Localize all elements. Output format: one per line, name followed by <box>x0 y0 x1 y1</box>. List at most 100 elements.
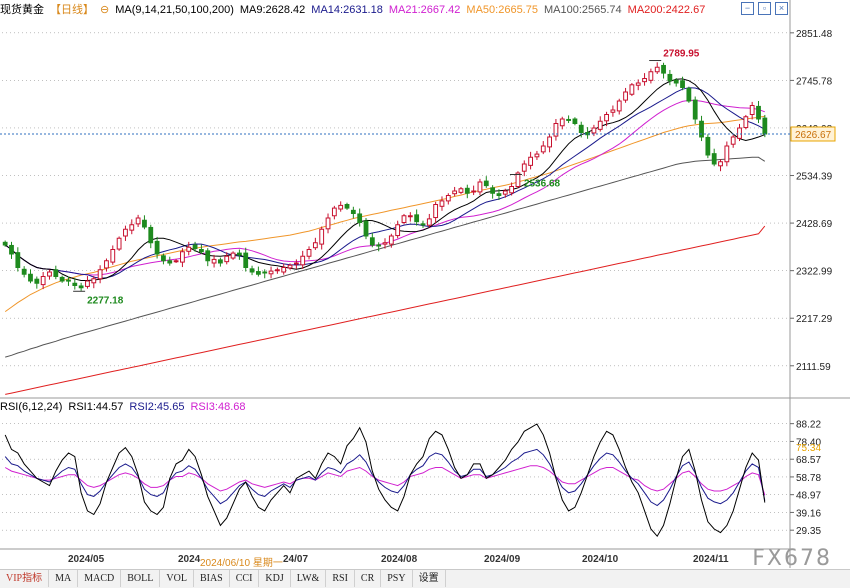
toolbar-settings[interactable]: 设置 <box>413 570 446 587</box>
candle-up <box>654 66 660 73</box>
candle-up <box>559 118 565 127</box>
candle-up <box>395 224 401 237</box>
ma14-line <box>4 87 766 279</box>
price-tick-label: 2534.39 <box>796 172 833 183</box>
candle-up <box>445 195 451 202</box>
candle-up <box>129 224 135 231</box>
candle-down <box>59 276 65 282</box>
candle-down <box>357 213 363 223</box>
candle-up <box>319 228 325 245</box>
ma14-value: MA14:2631.18 <box>311 4 383 16</box>
ma-params: MA(9,14,21,50,100,200) <box>115 4 234 16</box>
candle-up <box>211 258 217 264</box>
chart-header: 现货黄金 【日线】 ⊖ MA(9,14,21,50,100,200) MA9:2628.… <box>0 0 790 20</box>
ma9-line <box>4 78 765 281</box>
restore-icon[interactable]: ▫ <box>758 2 771 15</box>
candle-up <box>338 204 344 210</box>
candle-down <box>464 187 470 194</box>
rsi-tick-label: 68.57 <box>796 455 821 466</box>
candle-up <box>477 181 483 193</box>
toolbar-cci[interactable]: CCI <box>230 570 260 587</box>
toolbar-psy[interactable]: PSY <box>381 570 413 587</box>
candle-down <box>692 99 698 120</box>
ma200-line <box>5 225 766 395</box>
candle-up <box>97 269 103 280</box>
candle-up <box>604 114 609 122</box>
candle-down <box>363 220 369 237</box>
rsi-tick-label: 88.22 <box>796 420 821 431</box>
minimize-icon[interactable]: − <box>741 2 754 15</box>
toolbar-vip[interactable]: VIP指标 <box>0 570 50 587</box>
current-price-box <box>790 126 836 142</box>
price-tick-label: 2851.48 <box>796 29 833 40</box>
toolbar-macd[interactable]: MACD <box>78 570 122 587</box>
toolbar-boll[interactable]: BOLL <box>121 570 161 587</box>
candle-up <box>547 136 552 148</box>
lock-icon[interactable]: ⊖ <box>100 4 110 16</box>
x-label-oct: 2024/10 <box>582 554 619 565</box>
rsi-tick-label: 39.16 <box>796 508 821 519</box>
candle-up <box>40 276 46 286</box>
candle-down <box>243 252 249 269</box>
candle-up <box>230 252 236 259</box>
candle-down <box>9 244 14 255</box>
candle-up <box>85 280 90 287</box>
candle-down <box>566 118 571 121</box>
candle-up <box>135 217 141 225</box>
ma200-value: MA200:2422.67 <box>627 4 706 16</box>
ma21-value: MA21:2667.42 <box>388 4 461 16</box>
price-tick-label: 2217.29 <box>796 314 833 325</box>
candle-up <box>597 120 603 130</box>
candle-up <box>407 215 413 218</box>
candle-down <box>490 187 496 194</box>
toolbar-bias[interactable]: BIAS <box>194 570 230 587</box>
candle-down <box>711 153 717 165</box>
candle-up <box>110 249 116 263</box>
x-label-jun-crosshair: 2024/06/10 星期一 <box>200 558 283 569</box>
x-label-may: 2024/05 <box>68 554 105 565</box>
ma9-value: MA9:2628.42 <box>239 4 306 16</box>
candle-down <box>262 271 268 274</box>
candle-up <box>642 78 647 83</box>
candle-up <box>401 215 407 223</box>
candle-up <box>730 136 736 145</box>
candle-up <box>534 153 540 158</box>
candle-down <box>2 241 8 246</box>
candle-up <box>433 204 439 219</box>
candle-down <box>572 118 578 124</box>
x-label-aug: 2024/08 <box>381 554 418 565</box>
candle-down <box>78 285 84 289</box>
candle-up <box>737 127 742 139</box>
candle-up <box>281 267 287 273</box>
instrument-title: 现货黄金 <box>0 4 44 16</box>
candle-down <box>661 64 666 74</box>
toolbar-rsi[interactable]: RSI <box>326 570 355 587</box>
candle-up <box>439 200 445 207</box>
candle-up <box>610 109 616 113</box>
candle-up <box>452 190 458 195</box>
price-tick-label: 2745.78 <box>796 76 833 87</box>
candle-down <box>699 120 704 138</box>
candle-up <box>471 190 477 193</box>
candle-up <box>458 188 464 193</box>
rsi1-value: RSI1:44.57 <box>68 401 124 413</box>
candle-up <box>287 264 293 269</box>
candle-down <box>673 79 679 84</box>
period-label[interactable]: 【日线】 <box>50 4 94 16</box>
rsi-tick-label: 58.78 <box>796 473 821 484</box>
x-label-jul: 24/07 <box>283 554 309 565</box>
candle-down <box>192 244 198 250</box>
price-tick-label: 2428.69 <box>796 219 833 230</box>
ma50-value: MA50:2665.75 <box>466 4 538 16</box>
toolbar-kdj[interactable]: KDJ <box>259 570 291 587</box>
rsi-2-line <box>4 448 766 507</box>
price-tick-label: 2111.59 <box>796 362 831 373</box>
toolbar-vol[interactable]: VOL <box>160 570 194 587</box>
candle-down <box>72 282 78 286</box>
close-icon[interactable]: × <box>775 2 788 15</box>
toolbar-cr[interactable]: CR <box>355 570 382 587</box>
toolbar-lw[interactable]: LW& <box>291 570 327 587</box>
toolbar-ma[interactable]: MA <box>49 570 79 587</box>
candle-up <box>635 82 641 86</box>
